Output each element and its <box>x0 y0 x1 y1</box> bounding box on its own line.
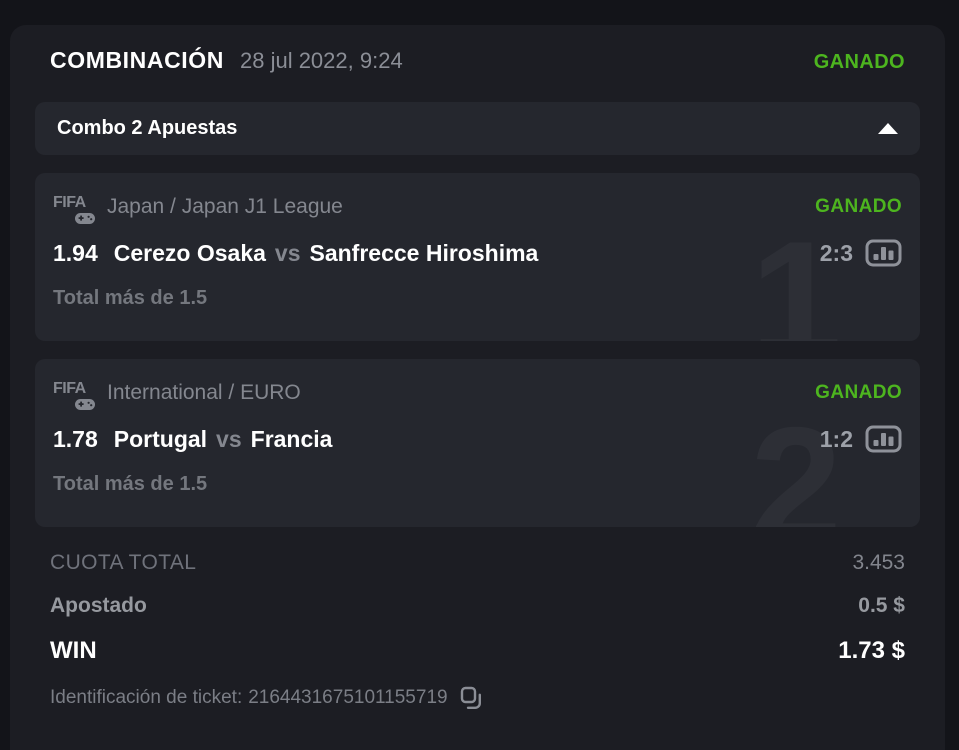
league-name: International / EURO <box>107 381 301 404</box>
bet-odds: 1.78 <box>53 425 98 452</box>
collapse-arrow-icon[interactable] <box>878 123 898 134</box>
bet-card-2: 2 FIFA International / EURO GANADO <box>35 359 920 527</box>
ticket-type-title: COMBINACIÓN <box>50 47 224 73</box>
match-row: 1.94 Cerezo Osaka vs Sanfrecce Hiroshima… <box>53 239 902 267</box>
ticket-id-value: 2164431675101155719 <box>248 687 448 708</box>
gamepad-icon <box>75 399 95 410</box>
stake-row: Apostado 0.5 $ <box>50 594 905 618</box>
ticket-header: COMBINACIÓN 28 jul 2022, 9:24 GANADO <box>10 25 945 74</box>
vs-separator: vs <box>216 425 242 452</box>
league-row: FIFA Japan / Japan J1 League GANADO <box>53 194 902 224</box>
total-odds-row: CUOTA TOTAL 3.453 <box>50 551 905 575</box>
stake-value: 0.5 $ <box>858 594 905 617</box>
ticket-summary: CUOTA TOTAL 3.453 Apostado 0.5 $ WIN 1.7… <box>10 527 945 665</box>
ticket-id-row: Identificación de ticket: 21644316751011… <box>10 686 945 710</box>
fifa-esports-icon: FIFA <box>53 380 97 410</box>
home-team: Portugal <box>113 425 208 452</box>
total-odds-value: 3.453 <box>852 551 905 574</box>
ticket-datetime: 28 jul 2022, 9:24 <box>239 48 403 73</box>
gamepad-icon <box>75 213 95 224</box>
combo-accordion-bar[interactable]: Combo 2 Apuestas <box>35 102 920 155</box>
combo-label: Combo 2 Apuestas <box>57 117 238 139</box>
match-score: 1:2 <box>819 425 853 452</box>
league-row: FIFA International / EURO GANADO <box>53 380 902 410</box>
bet-status-badge: GANADO <box>815 382 902 403</box>
league-name: Japan / Japan J1 League <box>107 195 343 218</box>
fifa-esports-icon: FIFA <box>53 194 97 224</box>
stake-label: Apostado <box>50 594 147 617</box>
away-team: Sanfrecce Hiroshima <box>309 239 539 266</box>
win-label: WIN <box>50 637 97 664</box>
bet-odds: 1.94 <box>53 239 98 266</box>
vs-separator: vs <box>274 239 301 266</box>
bet-number-watermark: 2 <box>750 393 842 528</box>
total-odds-label: CUOTA TOTAL <box>50 551 197 574</box>
bet-number-watermark: 1 <box>750 207 842 342</box>
copy-icon[interactable] <box>460 686 482 710</box>
home-team: Cerezo Osaka <box>113 239 266 266</box>
bet-market: Total más de 1.5 <box>53 287 208 309</box>
ticket-status-badge: GANADO <box>813 51 905 73</box>
away-team: Francia <box>250 425 333 452</box>
match-row: 1.78 Portugal vs Francia 1:2 <box>53 425 902 453</box>
bet-status-badge: GANADO <box>815 196 902 217</box>
bet-market: Total más de 1.5 <box>53 473 208 495</box>
win-value: 1.73 $ <box>838 637 905 664</box>
match-stats-icon[interactable] <box>865 239 902 267</box>
match-score: 2:3 <box>819 239 853 266</box>
bet-ticket-card: COMBINACIÓN 28 jul 2022, 9:24 GANADO Com… <box>10 25 945 750</box>
win-row: WIN 1.73 $ <box>50 637 905 665</box>
ticket-id-label: Identificación de ticket: <box>50 687 243 708</box>
match-stats-icon[interactable] <box>865 425 902 453</box>
bet-card-1: 1 FIFA Japan / Japan J1 League GANADO <box>35 173 920 341</box>
